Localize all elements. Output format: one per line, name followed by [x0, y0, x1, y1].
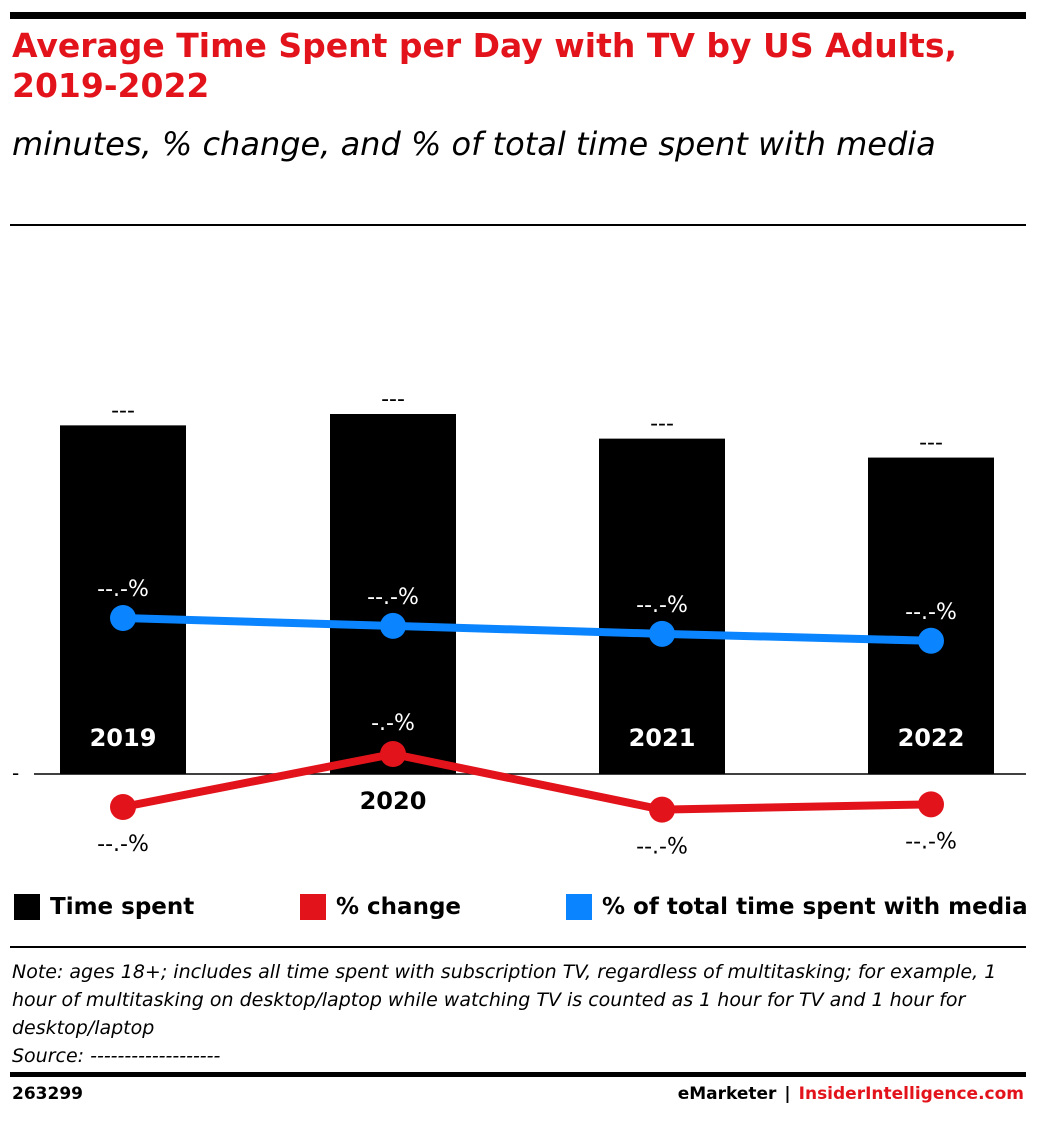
- bar-2019: [60, 425, 186, 774]
- header-divider: [10, 224, 1026, 226]
- category-label-2021: 2021: [629, 724, 696, 752]
- chart-id: 263299: [12, 1084, 83, 1104]
- bars-layer: [60, 414, 994, 774]
- combo-chart: - --- -----------.-% --.-% --.-% --.-%--.-%-…: [12, 387, 1026, 860]
- zero-tick-label: -: [12, 761, 19, 785]
- share-value-label-2019: --.-%: [97, 577, 149, 602]
- legend-item-time-spent: Time spent: [14, 890, 194, 924]
- brand-credit: eMarketer | InsiderIntelligence.com: [678, 1084, 1024, 1104]
- labels-layer: --- --- --- --- --.-% --.-% --.-% --.-% --.-% -.-…: [90, 387, 965, 860]
- legend-swatch-percent-change: [300, 894, 326, 920]
- chart-title: Average Time Spent per Day with TV by US…: [12, 26, 957, 105]
- lines-layer: [110, 605, 944, 823]
- legend-item-share-of-media: % of total time spent with media: [566, 890, 1028, 924]
- change-point-2019: [110, 794, 136, 820]
- category-label-2019: 2019: [90, 724, 157, 752]
- share-point-2020: [380, 612, 406, 639]
- legend-divider: [10, 946, 1026, 948]
- legend-swatch-share-of-media: [566, 894, 592, 920]
- change-value-label-2022: --.-%: [905, 829, 957, 854]
- change-point-2020: [380, 741, 406, 767]
- bottom-rule: [10, 1072, 1026, 1077]
- bar-2020: [330, 414, 456, 774]
- share-point-2021: [649, 620, 675, 647]
- percent-change-line: [122, 750, 932, 814]
- legend-swatch-time-spent: [14, 894, 40, 920]
- note-text: Note: ages 18+; includes all time spent …: [12, 961, 997, 1039]
- share-value-label-2022: --.-%: [905, 600, 957, 625]
- change-value-label-2020: -.-%: [371, 711, 415, 736]
- category-label-2020: 2020: [360, 787, 427, 815]
- bar-value-label-2020: ---: [381, 387, 405, 412]
- change-point-2022: [918, 791, 944, 818]
- brand-separator: |: [784, 1084, 791, 1104]
- bar-2021: [599, 438, 725, 774]
- source-text: Source: -------------------: [12, 1045, 221, 1067]
- brand-emarketer: eMarketer: [677, 1084, 777, 1104]
- top-rule: [10, 12, 1026, 19]
- change-value-label-2021: --.-%: [636, 835, 688, 860]
- legend-label-percent-change: % change: [336, 894, 462, 920]
- bar-value-label-2019: ---: [111, 398, 135, 423]
- footnote: Note: ages 18+; includes all time spent …: [12, 958, 1022, 1070]
- chart-subtitle: minutes, % change, and % of total time s…: [12, 125, 936, 163]
- share-point-2022: [918, 627, 944, 654]
- share-of-media-line: [122, 614, 932, 645]
- share-value-label-2021: --.-%: [636, 593, 688, 618]
- change-value-label-2019: --.-%: [97, 832, 149, 857]
- brand-insider-intelligence: InsiderIntelligence.com: [798, 1084, 1024, 1104]
- legend-label-time-spent: Time spent: [50, 894, 195, 920]
- bar-value-label-2022: ---: [919, 431, 943, 456]
- change-point-2021: [649, 796, 675, 823]
- bar-2022: [868, 457, 994, 774]
- share-value-label-2020: --.-%: [367, 585, 419, 610]
- bar-value-label-2021: ---: [650, 412, 674, 437]
- category-label-2022: 2022: [898, 724, 965, 752]
- share-point-2019: [110, 605, 136, 631]
- legend-label-share-of-media: % of total time spent with media: [602, 894, 1028, 920]
- legend-item-percent-change: % change: [300, 890, 461, 924]
